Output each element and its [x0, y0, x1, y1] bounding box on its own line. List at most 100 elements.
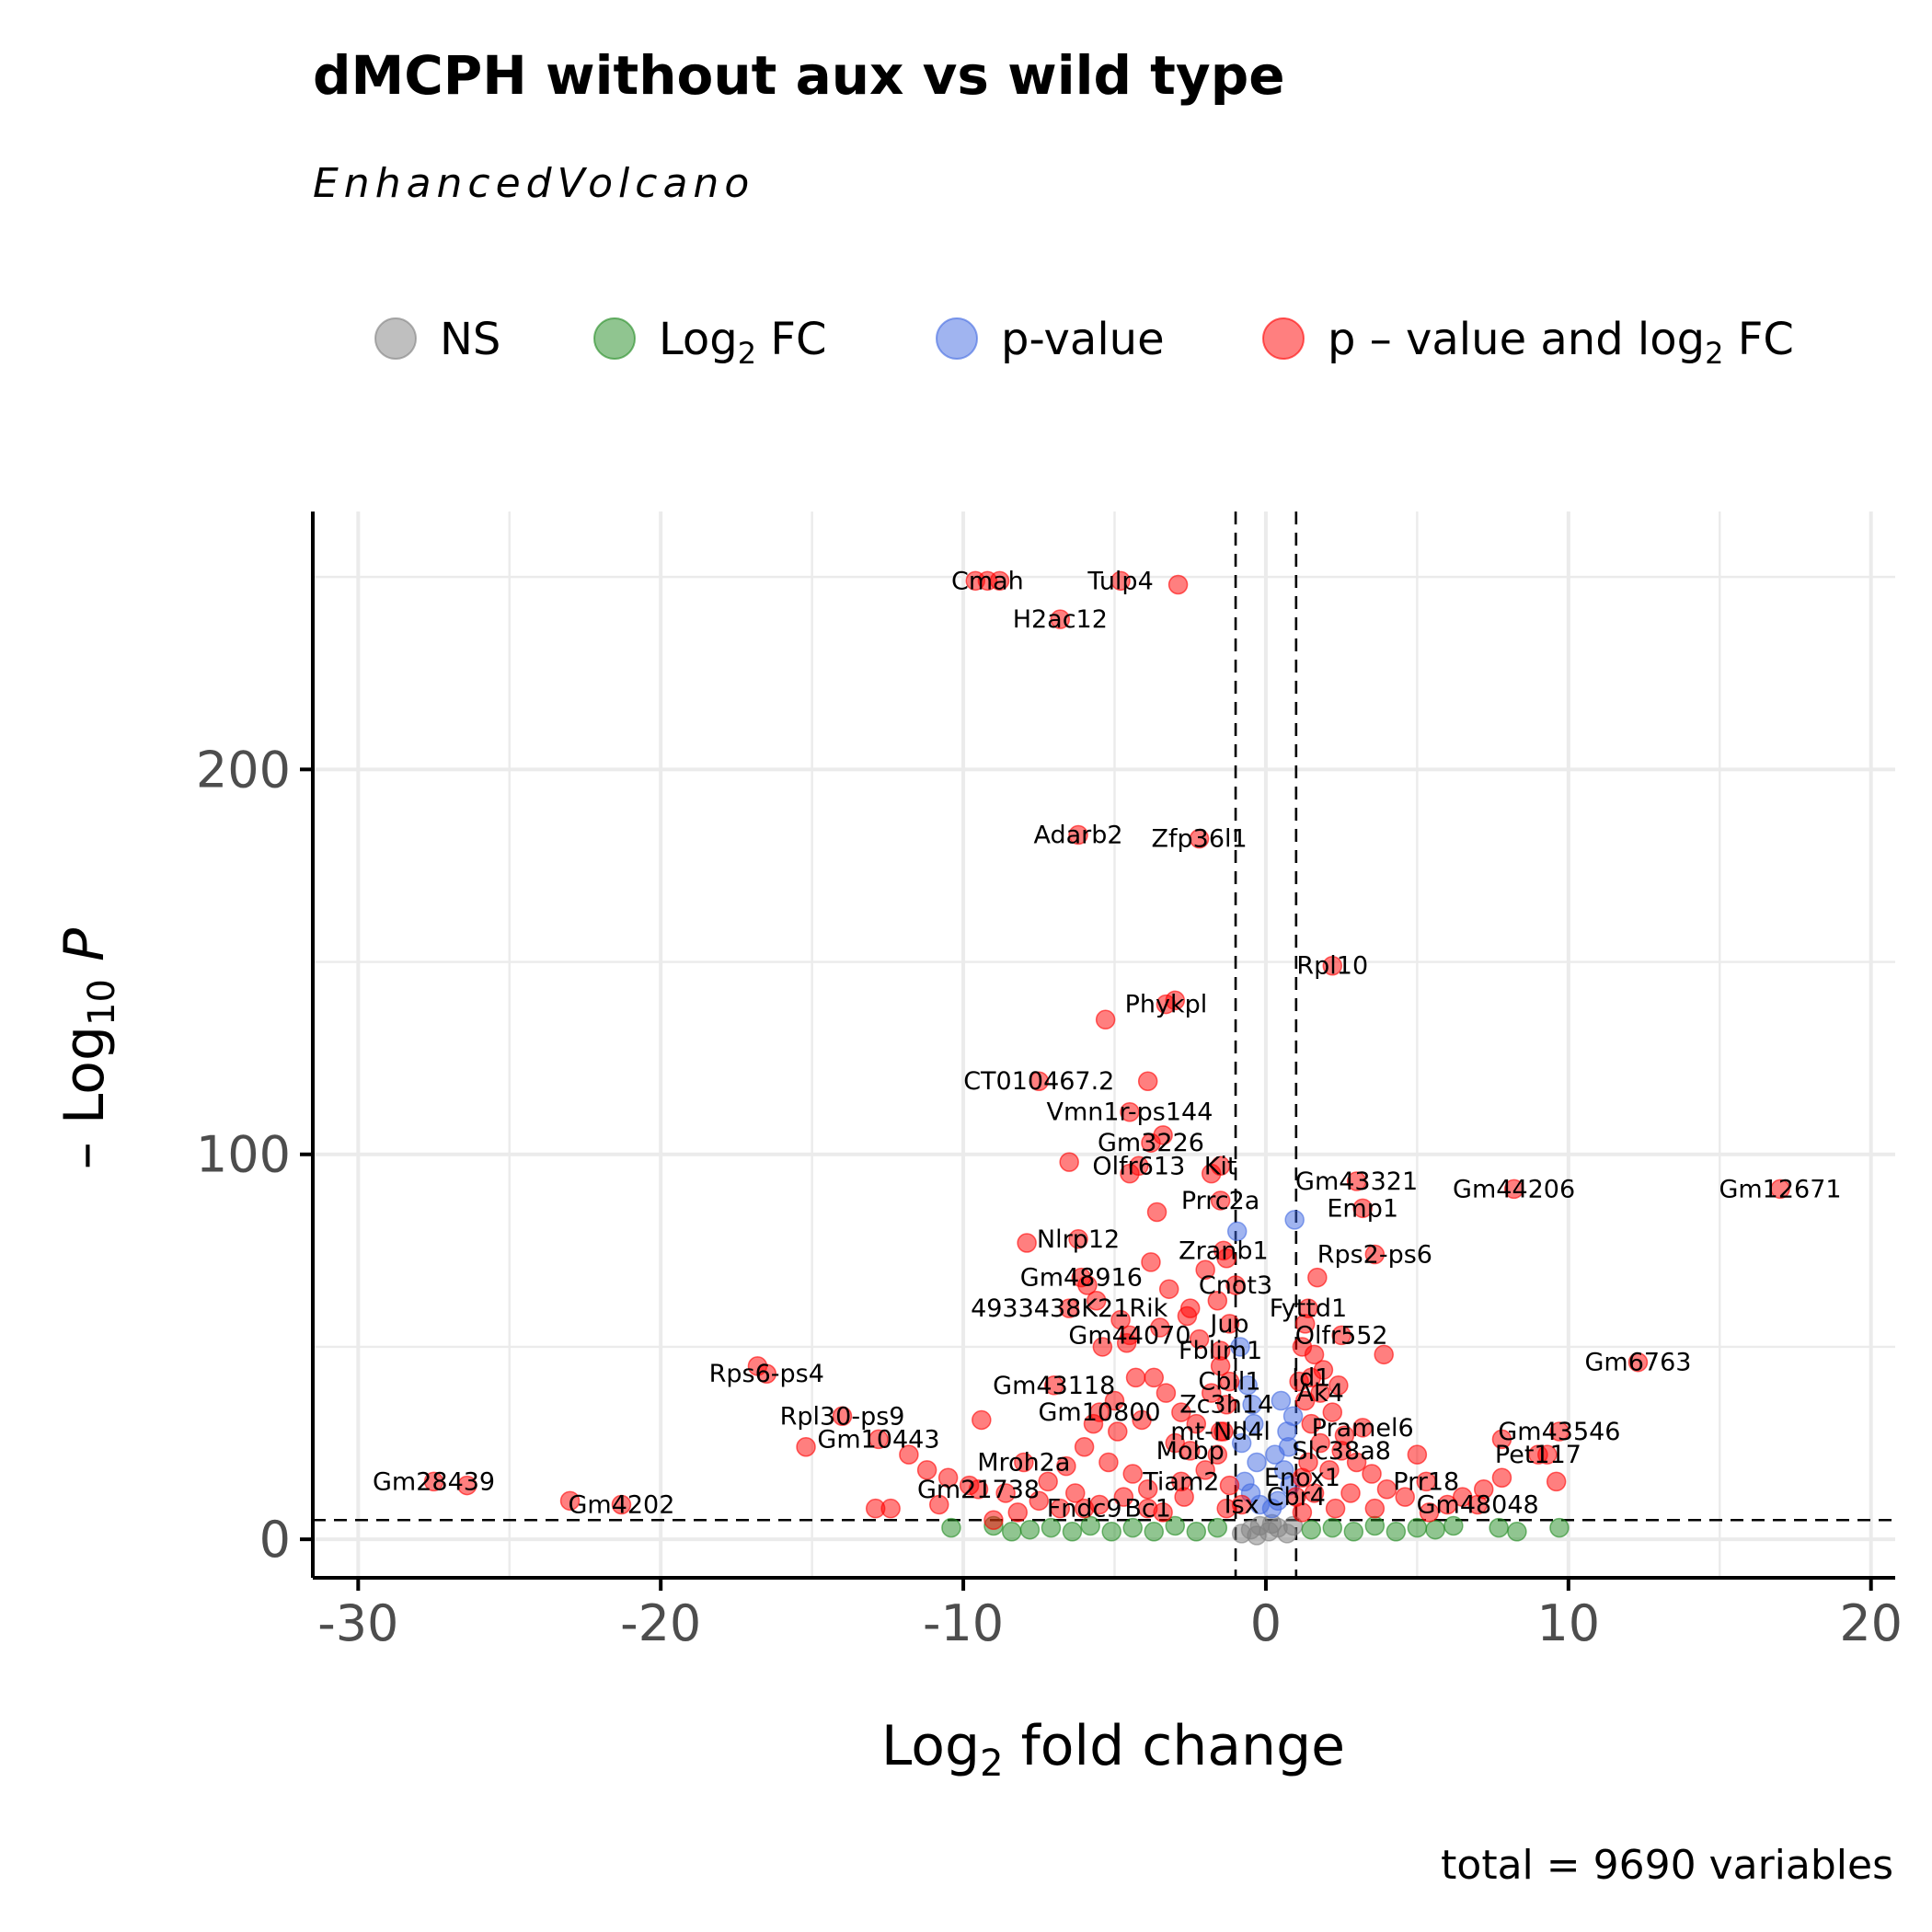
- data-point: [1056, 1455, 1076, 1477]
- gene-label: 4933438K21Rik: [971, 1294, 1168, 1323]
- data-point-labeled: [1014, 1452, 1034, 1473]
- data-point-labeled: [1137, 1498, 1158, 1519]
- data-point-labeled: [868, 1429, 889, 1450]
- data-point: [1319, 1460, 1340, 1480]
- gene-label: Adarb2: [1033, 821, 1122, 849]
- gene-label: Zranb1: [1179, 1236, 1269, 1265]
- data-point-labeled: [1331, 1441, 1351, 1461]
- gene-label: Zc3h14: [1179, 1391, 1273, 1420]
- data-point-labeled: [1179, 1441, 1201, 1461]
- gene-label: Rps6-ps4: [709, 1360, 824, 1388]
- data-point-labeled: [1627, 1351, 1649, 1373]
- data-point: [1074, 1436, 1095, 1457]
- data-point-labeled: [1050, 609, 1071, 629]
- data-point: [1230, 1337, 1250, 1357]
- data-point-labeled: [1210, 1190, 1231, 1211]
- gene-label: Gm10443: [817, 1425, 939, 1454]
- data-point: [1282, 1406, 1304, 1427]
- data-point: [1343, 1522, 1364, 1542]
- gene-label: CT010467.2: [963, 1067, 1114, 1096]
- gene-label: Enox1: [1264, 1464, 1340, 1492]
- data-point: [1132, 1409, 1152, 1431]
- data-point: [1407, 1517, 1428, 1538]
- data-point: [1146, 1202, 1167, 1223]
- data-point: [1017, 1233, 1037, 1253]
- data-point-labeled: [1286, 1487, 1306, 1507]
- data-point-labeled: [1216, 1394, 1236, 1415]
- data-point: [1507, 1522, 1527, 1542]
- gene-label: Cmah: [951, 567, 1024, 595]
- data-point: [1340, 1483, 1361, 1503]
- data-point-labeled: [423, 1471, 444, 1492]
- data-point: [1201, 1383, 1222, 1403]
- gene-label: Vmn1r-ps144: [1046, 1098, 1213, 1127]
- data-point: [1195, 1460, 1215, 1480]
- data-point: [1080, 1515, 1100, 1536]
- data-point: [1186, 1522, 1207, 1542]
- data-point: [1278, 1436, 1299, 1457]
- data-point-labeled: [1043, 1375, 1064, 1396]
- data-point-labeled: [1331, 1325, 1351, 1346]
- legend-key-ns: [374, 317, 417, 360]
- data-point-labeled: [1120, 1325, 1140, 1346]
- x-tick-label: 20: [1839, 1594, 1903, 1652]
- data-point: [1407, 1444, 1428, 1465]
- gene-label: Id1: [1292, 1363, 1330, 1392]
- data-point: [1165, 1515, 1186, 1536]
- gene-label: Tulp4: [1087, 567, 1153, 595]
- gene-label: Fndc9: [1047, 1495, 1122, 1524]
- data-point: [899, 1444, 919, 1465]
- gene-label: H2ac12: [1013, 605, 1108, 634]
- data-point: [1167, 574, 1189, 595]
- data-point: [1110, 1309, 1131, 1330]
- data-point: [1019, 1519, 1041, 1540]
- data-point: [1029, 1490, 1050, 1512]
- gene-label: Gm10800: [1039, 1398, 1161, 1427]
- data-point: [1125, 1367, 1146, 1388]
- gene-label: Fyttd1: [1270, 1294, 1348, 1323]
- data-point: [559, 1490, 581, 1512]
- y-tick-label: 0: [259, 1511, 291, 1569]
- data-point: [1158, 1279, 1179, 1299]
- legend-label-p: p-value: [1001, 314, 1165, 365]
- data-point-labeled: [977, 570, 998, 592]
- data-point-labeled: [832, 1406, 853, 1427]
- gene-label: Olfr552: [1295, 1321, 1388, 1350]
- gene-label: Cbr4: [1267, 1483, 1326, 1512]
- data-point-labeled: [1219, 1371, 1240, 1392]
- data-point: [1087, 1290, 1107, 1311]
- data-point: [1301, 1413, 1322, 1434]
- data-point-labeled: [1416, 1471, 1436, 1492]
- data-point: [1425, 1519, 1445, 1540]
- data-point-labeled: [1549, 1421, 1570, 1442]
- gene-label: Mroh2a: [977, 1448, 1070, 1477]
- data-point: [941, 1517, 961, 1538]
- data-point-labeled: [1141, 1133, 1161, 1153]
- y-tick-label: 100: [196, 1126, 291, 1184]
- gene-label: Ak4: [1296, 1379, 1343, 1408]
- data-point-labeled: [1071, 1267, 1092, 1288]
- data-point: [1489, 1517, 1509, 1538]
- legend-key-fc: [593, 317, 636, 360]
- data-point-labeled: [1213, 1240, 1234, 1261]
- data-point-labeled: [1189, 828, 1210, 849]
- data-point: [1065, 1483, 1086, 1503]
- gene-label: Gm6763: [1584, 1349, 1691, 1377]
- gene-label: Gm28439: [373, 1467, 495, 1496]
- data-point: [972, 1409, 992, 1431]
- legend-label-fc: Log2 FC: [659, 314, 826, 371]
- gene-label: Gm12671: [1719, 1175, 1841, 1203]
- data-point-labeled: [1210, 1340, 1231, 1361]
- data-point: [1108, 1421, 1128, 1442]
- gene-label: Gm48048: [1417, 1491, 1539, 1520]
- gene-label: Rpl30-ps9: [780, 1402, 905, 1431]
- data-point-labeled: [1210, 1421, 1231, 1442]
- gene-labels: Cmah Tulp4 H2ac12 Adarb2 Zfp36l1 Rpl10 Phykpl C…: [373, 567, 1842, 1523]
- data-point: [1491, 1467, 1512, 1488]
- data-point: [1374, 1344, 1394, 1365]
- gene-label: Gm48916: [1020, 1264, 1143, 1293]
- data-point: [1171, 1402, 1191, 1422]
- data-point: [1325, 1498, 1346, 1519]
- legend-label-both: p – value and log2 FC: [1328, 314, 1794, 371]
- data-point: [1092, 1337, 1113, 1357]
